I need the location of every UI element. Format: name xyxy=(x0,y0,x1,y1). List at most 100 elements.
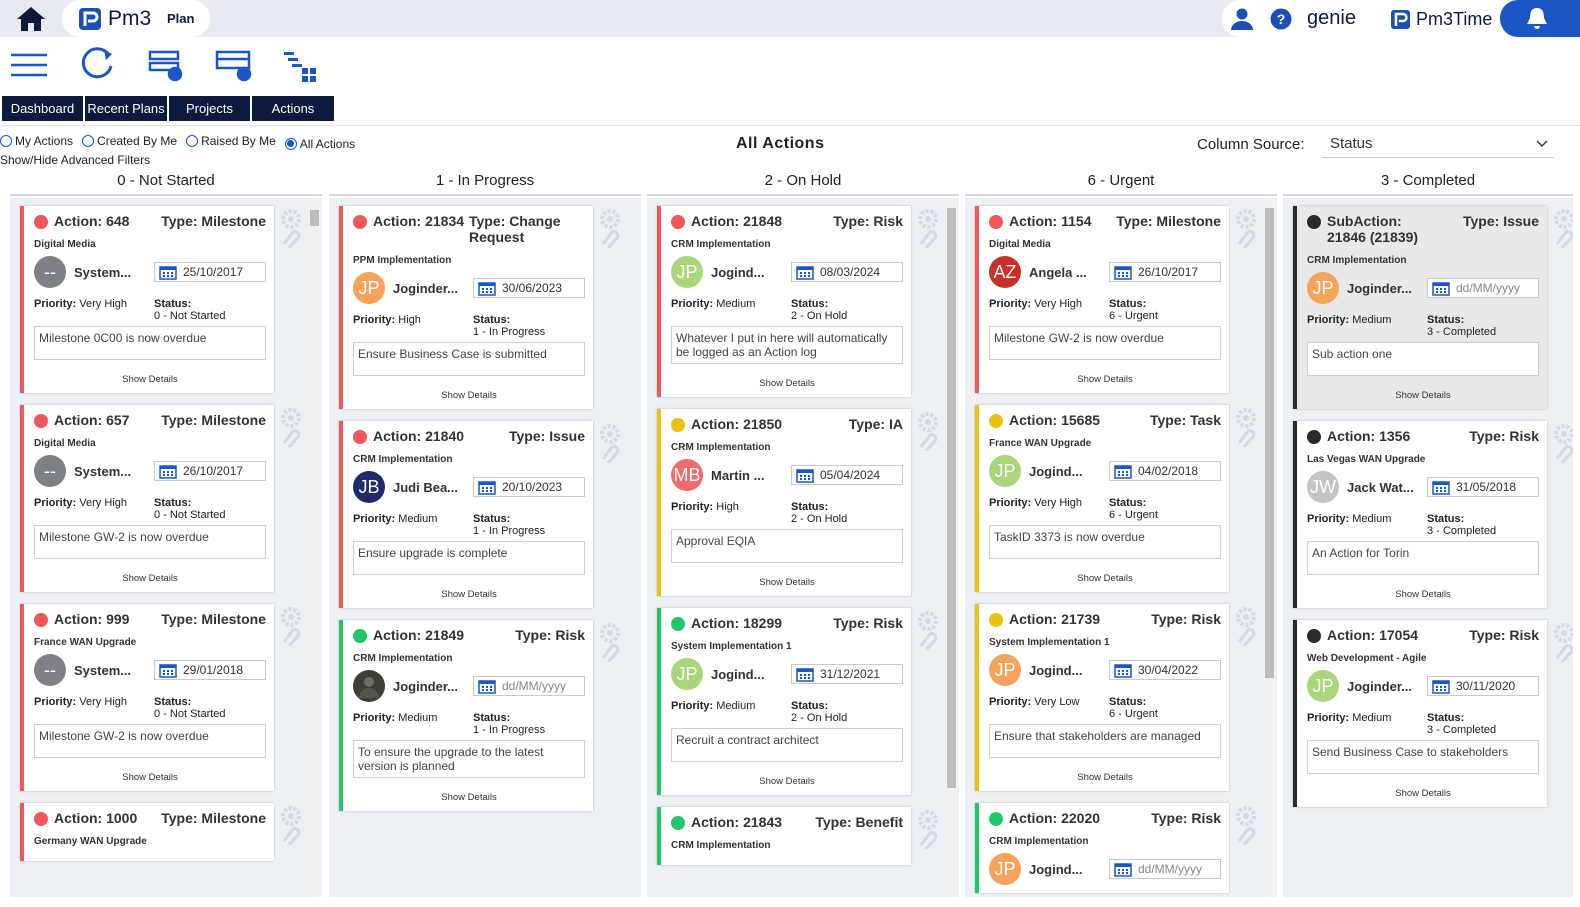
refresh-icon[interactable] xyxy=(81,47,113,79)
show-details[interactable]: Show Details xyxy=(759,577,815,588)
gear-icon[interactable] xyxy=(278,805,304,847)
action-card[interactable]: Action: 1154 Type: Milestone Digital Media… xyxy=(975,206,1256,393)
date-input[interactable]: 25/10/2017 xyxy=(154,262,266,282)
tab[interactable]: Projects xyxy=(169,96,250,121)
gear-icon[interactable] xyxy=(597,208,623,250)
gear[interactable] xyxy=(278,805,304,848)
gear[interactable] xyxy=(278,606,304,649)
action-card[interactable]: Action: 21848 Type: Risk CRM Implementatio… xyxy=(657,206,938,397)
radio[interactable] xyxy=(0,135,12,147)
action-card[interactable]: Action: 21850 Type: IA CRM Implementation M… xyxy=(657,409,938,596)
filter-option[interactable]: My Actions xyxy=(0,134,73,148)
scrollbar[interactable] xyxy=(308,198,321,897)
filter-option[interactable]: Created By Me xyxy=(82,134,177,148)
action-card[interactable]: Action: 648 Type: Milestone Digital Media -… xyxy=(20,206,301,393)
show-details[interactable]: Show Details xyxy=(122,772,178,783)
action-card[interactable]: SubAction: 21846 (21839) Type: Issue CRM I… xyxy=(1293,206,1573,409)
calendar-icon[interactable] xyxy=(1114,662,1132,678)
gear[interactable] xyxy=(278,208,304,251)
scrollbar[interactable] xyxy=(1263,198,1276,897)
gear[interactable] xyxy=(1233,805,1259,848)
date-input[interactable]: 30/06/2023 xyxy=(473,278,585,298)
date-input[interactable]: dd/MM/yyyy xyxy=(1427,278,1539,298)
action-card[interactable]: Action: 15685 Type: Task France WAN Upgrad… xyxy=(975,405,1256,592)
column-source-select[interactable]: Status xyxy=(1322,130,1554,158)
gear-icon[interactable] xyxy=(1551,208,1573,250)
gear-icon[interactable] xyxy=(915,610,941,652)
gear[interactable] xyxy=(915,208,941,251)
tab[interactable]: Actions xyxy=(252,96,334,121)
calendar-icon[interactable] xyxy=(159,463,177,479)
gear[interactable] xyxy=(1233,208,1259,251)
bell-icon[interactable] xyxy=(1524,5,1550,31)
hierarchy-icon[interactable] xyxy=(284,52,316,82)
show-details[interactable]: Show Details xyxy=(759,378,815,389)
action-card[interactable]: Action: 21834 Type: Change Request PPM Imp… xyxy=(339,206,620,409)
action-card[interactable]: Action: 22020 Type: Risk CRM Implementatio… xyxy=(975,803,1256,893)
calendar-icon[interactable] xyxy=(478,678,496,694)
date-input[interactable]: 20/10/2023 xyxy=(473,477,585,497)
gear[interactable] xyxy=(597,208,623,251)
action-card[interactable]: Action: 17054 Type: Risk Web Development -… xyxy=(1293,620,1573,807)
filter-option[interactable]: Raised By Me xyxy=(186,134,276,148)
menu-icon[interactable] xyxy=(11,53,47,77)
calendar-icon[interactable] xyxy=(1114,463,1132,479)
action-card[interactable]: Action: 18299 Type: Risk System Implementa… xyxy=(657,608,938,795)
gear[interactable] xyxy=(915,411,941,454)
gear-icon[interactable] xyxy=(1233,208,1259,250)
action-card[interactable]: Action: 657 Type: Milestone Digital Media -… xyxy=(20,405,301,592)
add-project-icon[interactable] xyxy=(215,50,252,82)
gear[interactable] xyxy=(1233,407,1259,450)
calendar-icon[interactable] xyxy=(796,264,814,280)
calendar-icon[interactable] xyxy=(1432,479,1450,495)
gear-icon[interactable] xyxy=(278,208,304,250)
show-details[interactable]: Show Details xyxy=(1077,573,1133,584)
gear[interactable] xyxy=(278,407,304,450)
show-details[interactable]: Show Details xyxy=(1395,788,1451,799)
calendar-icon[interactable] xyxy=(1114,264,1132,280)
gear[interactable] xyxy=(1233,606,1259,649)
date-input[interactable]: 31/05/2018 xyxy=(1427,477,1539,497)
gear[interactable] xyxy=(597,423,623,466)
gear-icon[interactable] xyxy=(278,606,304,648)
home-icon[interactable] xyxy=(14,6,48,32)
gear-icon[interactable] xyxy=(915,208,941,250)
advanced-filters[interactable]: Show/Hide Advanced Filters xyxy=(0,153,151,167)
gear-icon[interactable] xyxy=(597,622,623,664)
calendar-icon[interactable] xyxy=(796,666,814,682)
show-details[interactable]: Show Details xyxy=(1077,772,1133,783)
tab[interactable]: Dashboard xyxy=(2,96,83,121)
tab[interactable]: Recent Plans xyxy=(85,96,167,121)
gear[interactable] xyxy=(915,610,941,653)
show-details[interactable]: Show Details xyxy=(122,573,178,584)
scroll-thumb[interactable] xyxy=(947,208,956,788)
date-input[interactable]: 31/12/2021 xyxy=(791,664,903,684)
date-input[interactable]: dd/MM/yyyy xyxy=(1109,859,1221,879)
calendar-icon[interactable] xyxy=(1432,280,1450,296)
calendar-icon[interactable] xyxy=(478,479,496,495)
gear-icon[interactable] xyxy=(1233,805,1259,847)
radio[interactable] xyxy=(82,135,95,147)
calendar-icon[interactable] xyxy=(796,467,814,483)
gear-icon[interactable] xyxy=(597,423,623,465)
show-details[interactable]: Show Details xyxy=(441,589,497,600)
gear-icon[interactable] xyxy=(915,809,941,851)
gear[interactable] xyxy=(1551,423,1573,466)
gear[interactable] xyxy=(915,809,941,852)
date-input[interactable]: 05/04/2024 xyxy=(791,465,903,485)
add-plan-icon[interactable] xyxy=(148,50,183,82)
gear-icon[interactable] xyxy=(1233,407,1259,449)
date-input[interactable]: 30/04/2022 xyxy=(1109,660,1221,680)
gear[interactable] xyxy=(597,622,623,665)
show-details[interactable]: Show Details xyxy=(1077,374,1133,385)
help-icon[interactable]: ? xyxy=(1270,8,1292,30)
show-details[interactable]: Show Details xyxy=(1395,390,1451,401)
calendar-icon[interactable] xyxy=(478,280,496,296)
scroll-thumb[interactable] xyxy=(310,210,319,226)
show-details[interactable]: Show Details xyxy=(122,374,178,385)
filter-option[interactable]: All Actions xyxy=(284,137,355,151)
date-input[interactable]: dd/MM/yyyy xyxy=(473,676,585,696)
date-input[interactable]: 08/03/2024 xyxy=(791,262,903,282)
gear[interactable] xyxy=(1551,208,1573,251)
calendar-icon[interactable] xyxy=(159,662,177,678)
